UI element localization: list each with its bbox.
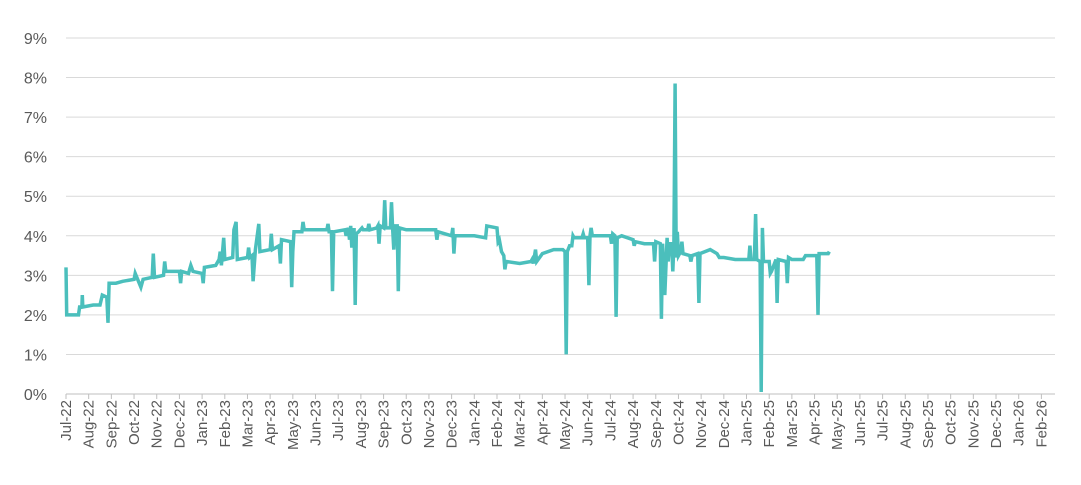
x-tick-label: Nov-22 <box>149 400 166 448</box>
x-tick-label: Sep-25 <box>920 400 937 448</box>
x-tick-label: Jul-22 <box>58 400 75 441</box>
x-tick-label: May-24 <box>557 400 574 450</box>
x-tick-label: Oct-25 <box>943 400 960 445</box>
x-tick-label: Apr-24 <box>534 400 551 445</box>
x-tick-label: Apr-23 <box>262 400 279 445</box>
y-tick-label: 7% <box>24 110 47 127</box>
y-tick-label: 9% <box>24 31 47 48</box>
x-tick-label: Mar-25 <box>784 400 801 448</box>
x-tick-label: Nov-24 <box>693 400 710 448</box>
x-tick-label: Jun-23 <box>308 400 325 446</box>
x-tick-label: Mar-24 <box>512 400 529 448</box>
x-tick-label: Aug-22 <box>81 400 98 448</box>
x-tick-label: Sep-24 <box>648 400 665 448</box>
x-tick-label: Aug-23 <box>353 400 370 448</box>
x-tick-label: Oct-22 <box>126 400 143 445</box>
x-tick-label: Feb-25 <box>761 400 778 448</box>
x-tick-label: May-23 <box>285 400 302 450</box>
y-tick-label: 4% <box>24 229 47 246</box>
x-tick-label: Nov-23 <box>421 400 438 448</box>
y-tick-label: 6% <box>24 150 47 167</box>
y-tick-label: 3% <box>24 268 47 285</box>
x-tick-label: Jul-23 <box>330 400 347 441</box>
x-tick-label: Dec-22 <box>171 400 188 448</box>
series-line <box>64 83 831 393</box>
x-tick-label: Oct-24 <box>670 400 687 445</box>
y-tick-label: 8% <box>24 71 47 88</box>
x-tick-label: Feb-24 <box>489 400 506 448</box>
x-tick-label: Jan-26 <box>1011 400 1028 446</box>
x-tick-label: Aug-24 <box>625 400 642 448</box>
x-tick-label: Jun-24 <box>580 400 597 446</box>
x-tick-label: May-25 <box>829 400 846 450</box>
y-tick-label: 5% <box>24 189 47 206</box>
x-tick-label: Dec-23 <box>444 400 461 448</box>
y-tick-label: 1% <box>24 347 47 364</box>
x-tick-label: Sep-22 <box>103 400 120 448</box>
x-tick-label: Jun-25 <box>852 400 869 446</box>
x-tick-label: Oct-23 <box>398 400 415 445</box>
x-tick-label: Jan-23 <box>194 400 211 446</box>
y-tick-label: 2% <box>24 308 47 325</box>
x-tick-label: Jan-25 <box>739 400 756 446</box>
x-tick-label: Sep-23 <box>376 400 393 448</box>
x-tick-label: Dec-25 <box>988 400 1005 448</box>
x-tick-label: Dec-24 <box>716 400 733 448</box>
x-tick-label: Mar-23 <box>239 400 256 448</box>
x-tick-label: Jul-24 <box>602 400 619 441</box>
x-tick-label: Apr-25 <box>807 400 824 445</box>
x-tick-label: Aug-25 <box>897 400 914 448</box>
x-tick-label: Jul-25 <box>875 400 892 441</box>
x-tick-label: Feb-23 <box>217 400 234 448</box>
x-tick-label: Jan-24 <box>466 400 483 446</box>
x-tick-label: Nov-25 <box>965 400 982 448</box>
y-tick-label: 0% <box>24 387 47 404</box>
x-tick-label: Feb-26 <box>1033 400 1050 448</box>
